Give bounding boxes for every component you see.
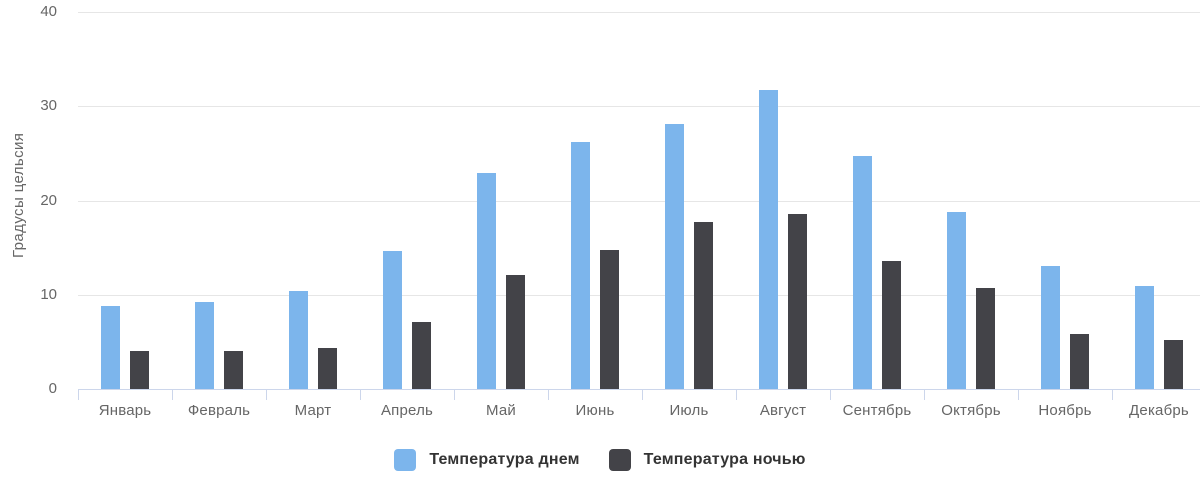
bar-night[interactable]: [882, 261, 901, 389]
x-axis-tick: [360, 390, 361, 400]
bar-day[interactable]: [665, 124, 684, 389]
bar-day[interactable]: [101, 306, 120, 389]
bar-day[interactable]: [195, 302, 214, 389]
gridline: [78, 106, 1200, 107]
x-axis-label: Апрель: [380, 402, 434, 419]
x-axis-label: Март: [294, 402, 332, 419]
x-axis-tick: [736, 390, 737, 400]
x-axis-tick: [548, 390, 549, 400]
x-axis-tick: [924, 390, 925, 400]
bar-night[interactable]: [788, 214, 807, 389]
x-axis-label: Май: [486, 402, 516, 419]
legend-item-label: Температура ночью: [643, 451, 806, 468]
bar-day[interactable]: [947, 212, 966, 389]
x-axis-label: Февраль: [187, 402, 251, 419]
plot-area: [78, 0, 1200, 389]
bar-night[interactable]: [130, 351, 149, 389]
x-axis-tick: [172, 390, 173, 400]
y-axis-tick-label: 0: [48, 380, 57, 397]
x-axis-tick: [1112, 390, 1113, 400]
x-axis-tick: [642, 390, 643, 400]
legend-marker-day: [394, 449, 417, 471]
bar-day[interactable]: [571, 142, 590, 389]
legend-marker-night: [608, 449, 631, 471]
gridline: [78, 295, 1200, 296]
x-axis-label: Июль: [669, 402, 709, 419]
legend-item-day[interactable]: Температура днем: [394, 449, 579, 471]
bar-night[interactable]: [976, 288, 995, 389]
bar-day[interactable]: [1041, 266, 1060, 389]
x-axis-label: Сентябрь: [842, 402, 912, 419]
legend: Температура днем Температура ночью: [0, 449, 1200, 471]
x-axis-tick: [266, 390, 267, 400]
y-axis-tick-label: 20: [40, 192, 57, 209]
legend-item-night[interactable]: Температура ночью: [608, 449, 806, 471]
bar-night[interactable]: [694, 222, 713, 389]
y-axis-tick-label: 30: [40, 97, 57, 114]
bar-night[interactable]: [1164, 340, 1183, 389]
bar-day[interactable]: [759, 90, 778, 389]
bar-night[interactable]: [1070, 334, 1089, 389]
x-axis-label: Октябрь: [941, 402, 1001, 419]
bar-day[interactable]: [853, 156, 872, 389]
y-axis-tick-label: 10: [40, 286, 57, 303]
x-axis-tick: [1018, 390, 1019, 400]
x-axis-line: [78, 389, 1200, 390]
x-axis-tick: [78, 390, 79, 400]
bar-night[interactable]: [600, 250, 619, 389]
bar-day[interactable]: [383, 251, 402, 389]
gridline: [78, 201, 1200, 202]
gridline: [78, 12, 1200, 13]
bar-day[interactable]: [477, 173, 496, 389]
bar-day[interactable]: [1135, 286, 1154, 389]
x-axis-label: Декабрь: [1129, 402, 1189, 419]
bar-night[interactable]: [318, 348, 337, 389]
x-axis-label: Ноябрь: [1038, 402, 1092, 419]
x-axis-label: Август: [759, 402, 807, 419]
bar-day[interactable]: [289, 291, 308, 389]
x-axis-label: Январь: [98, 402, 152, 419]
bar-night[interactable]: [506, 275, 525, 389]
legend-item-label: Температура днем: [429, 451, 580, 468]
bar-night[interactable]: [412, 322, 431, 389]
x-axis-tick: [830, 390, 831, 400]
x-axis-tick: [454, 390, 455, 400]
y-axis-tick-label: 40: [40, 3, 57, 20]
bar-night[interactable]: [224, 351, 243, 389]
x-axis-label: Июнь: [575, 402, 615, 419]
